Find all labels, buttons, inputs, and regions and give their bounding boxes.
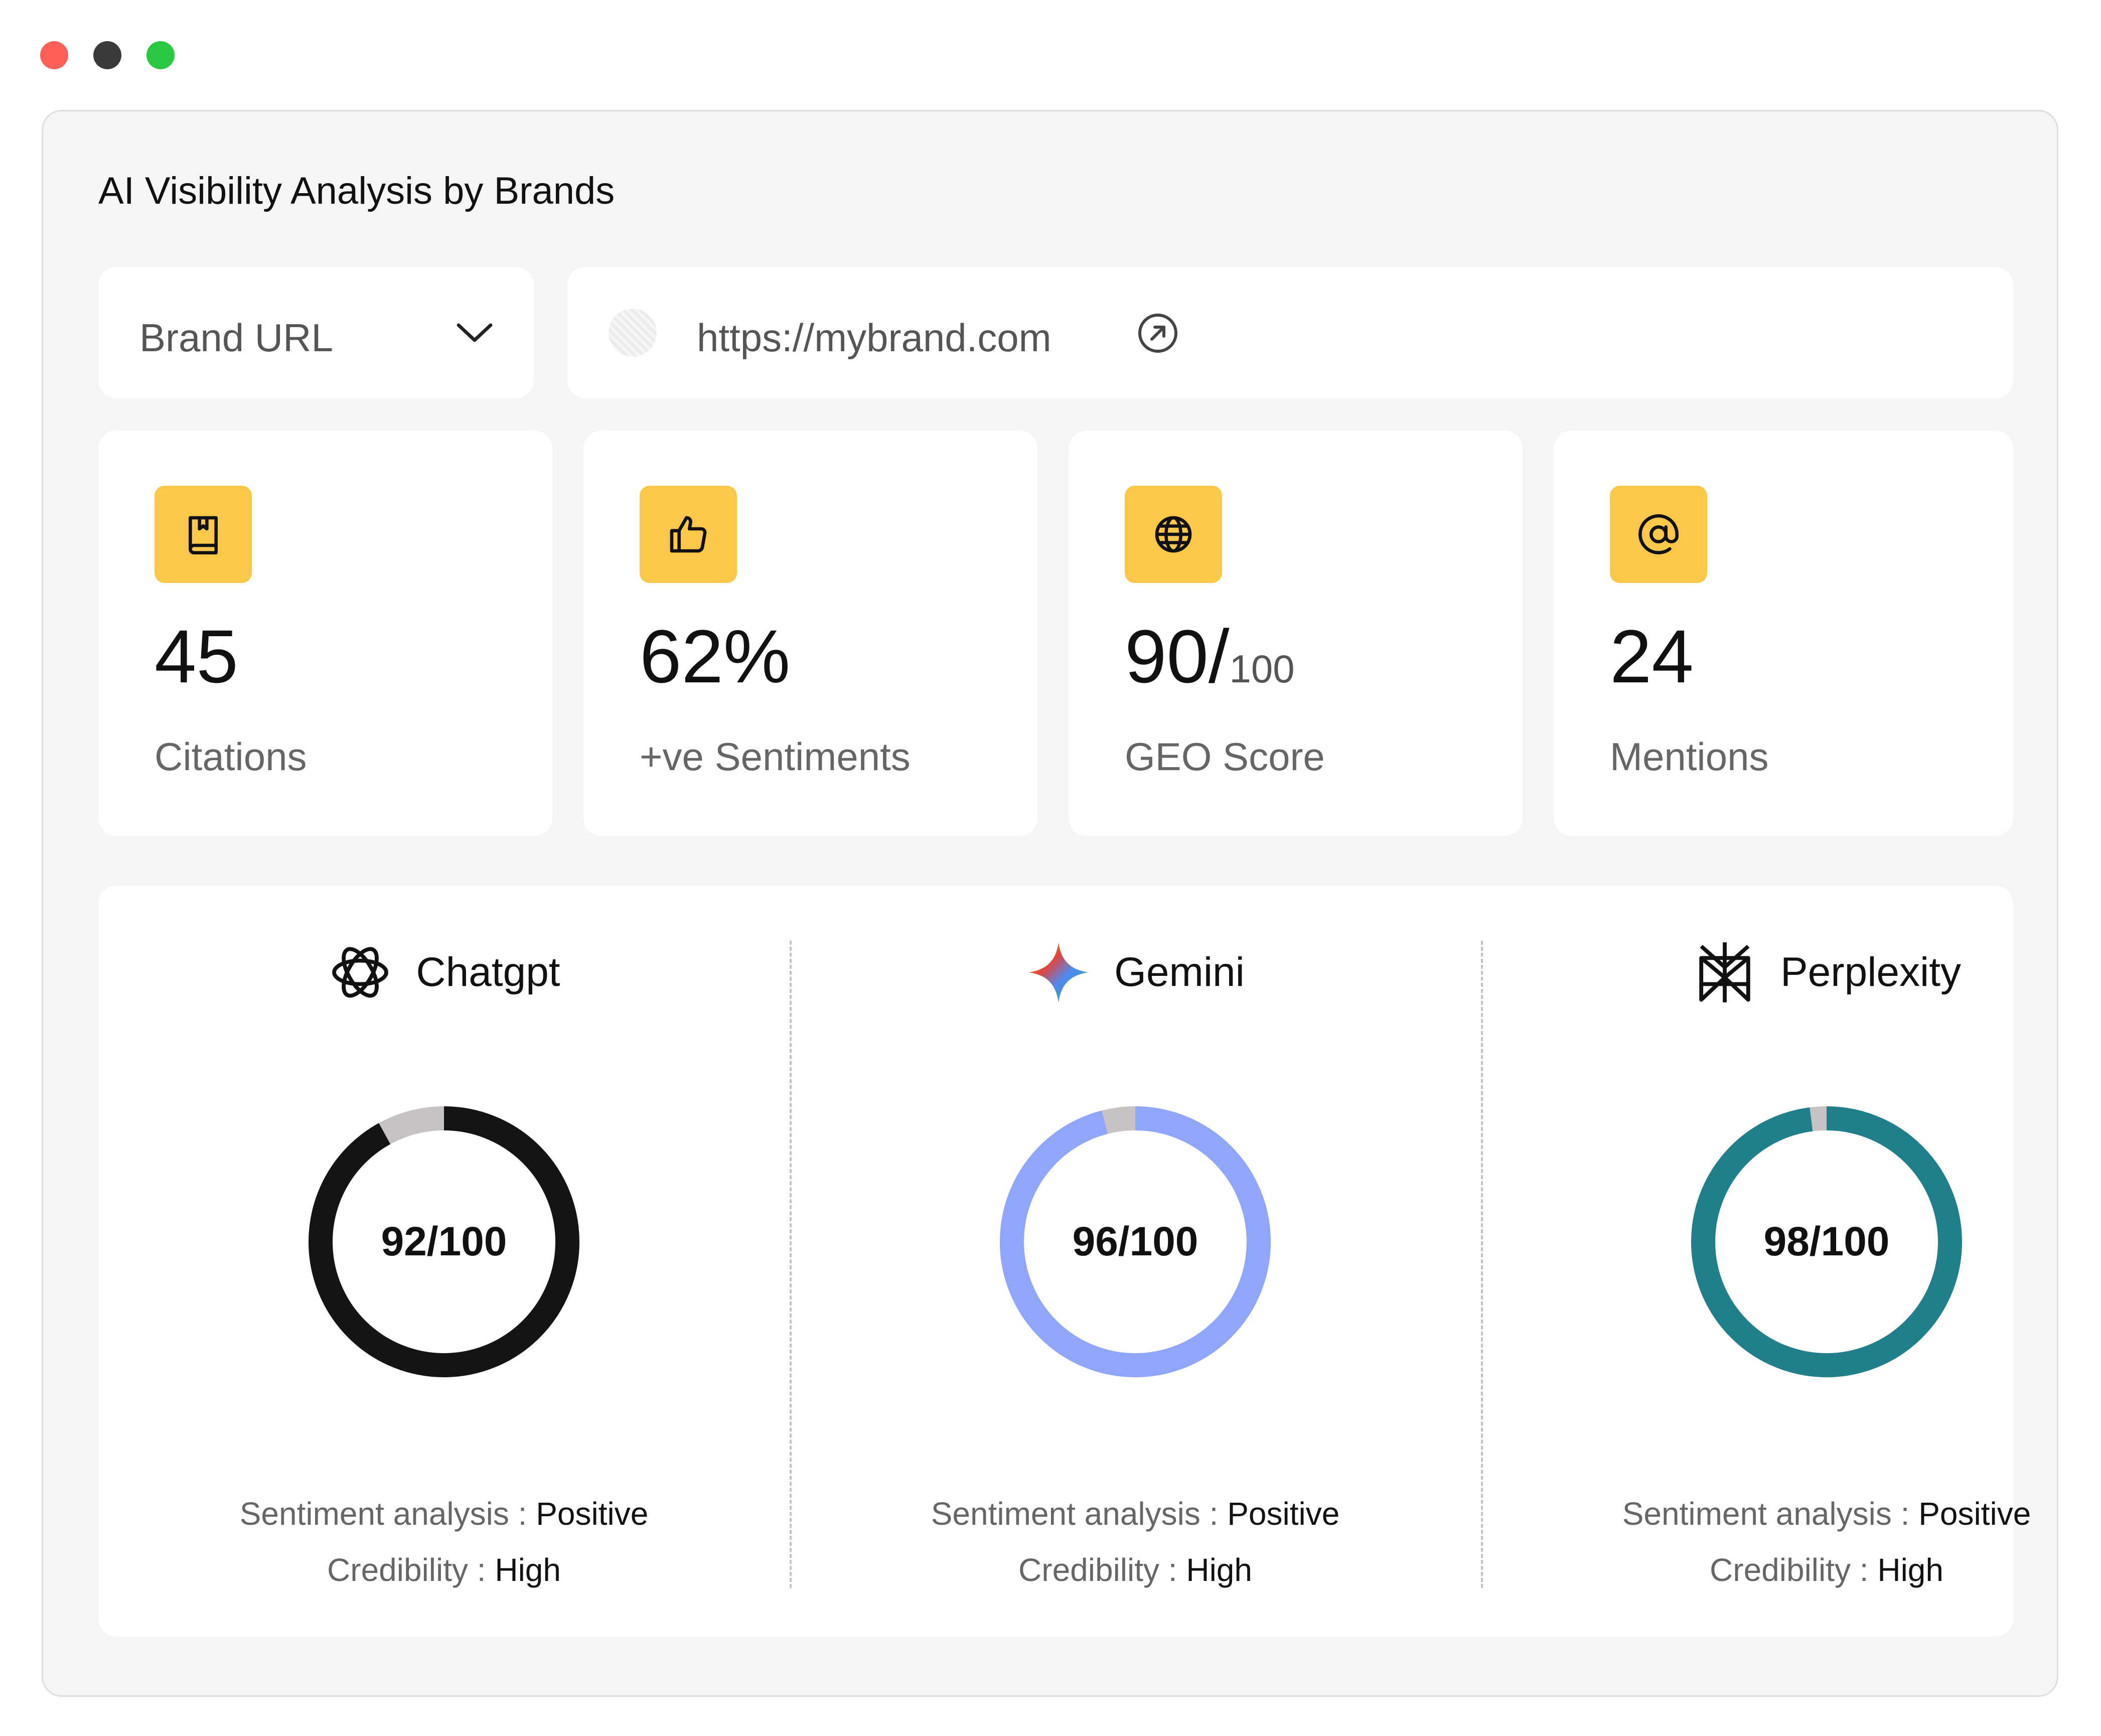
at-sign-icon [1638, 514, 1679, 554]
brand-url-value: https://mybrand.com [697, 316, 1052, 360]
stat-card-mentions: 24 Mentions [1554, 430, 2013, 836]
chatgpt-logo-icon [332, 947, 389, 998]
stat-caption: Citations [155, 735, 307, 779]
model-column-perplexity: Perplexity 98/100 Sentiment analysis : P… [1481, 886, 2031, 1637]
model-header: Gemini [790, 940, 1481, 1005]
book-icon-tile [155, 486, 252, 583]
sentiment-analysis: Sentiment analysis : Positive [239, 1496, 649, 1532]
sentiment-analysis: Sentiment analysis : Positive [931, 1496, 1340, 1532]
stat-value: 90/100 [1125, 614, 1295, 698]
globe-icon [1155, 516, 1192, 553]
window-controls [40, 41, 175, 69]
model-column-gemini: Gemini 96/100 Sentiment analysis : Posit… [790, 886, 1481, 1637]
favicon-placeholder-icon [609, 309, 657, 357]
brand-url-dropdown[interactable]: Brand URL [98, 267, 534, 398]
score-value: 92/100 [381, 1219, 507, 1264]
stat-value: 45 [155, 614, 238, 698]
page-title: AI Visibility Analysis by Brands [98, 170, 615, 212]
stat-card-citations: 45 Citations [98, 430, 552, 836]
credibility: Credibility : High [327, 1552, 561, 1588]
score-donut [1000, 1106, 1271, 1377]
model-name: Chatgpt [416, 949, 560, 995]
sentiment-analysis: Sentiment analysis : Positive [1622, 1496, 2031, 1532]
stat-card-sentiments: 62% +ve Sentiments [583, 430, 1037, 836]
column-divider [790, 941, 792, 1588]
gemini-logo-icon [1028, 942, 1089, 1002]
score-value: 98/100 [1763, 1219, 1890, 1264]
brand-url-dropdown-label: Brand URL [139, 316, 333, 360]
analysis-panel: AI Visibility Analysis by Brands Brand U… [42, 110, 2058, 1697]
stat-caption: +ve Sentiments [640, 735, 911, 779]
model-column-chatgpt: Chatgpt 92/100 Sentiment analysis : Posi… [98, 886, 790, 1637]
ai-models-card: Chatgpt 92/100 Sentiment analysis : Posi… [98, 886, 2031, 1637]
model-header: Perplexity [1481, 940, 2101, 1005]
donut-score-arc [1000, 1106, 1271, 1377]
model-name: Gemini [1114, 949, 1245, 995]
stat-card-geo-score: 90/100 GEO Score [1069, 430, 1523, 836]
globe-icon-tile [1125, 486, 1222, 583]
score-value: 96/100 [1072, 1219, 1198, 1264]
at-sign-icon-tile [1610, 486, 1707, 583]
score-donut [309, 1106, 579, 1377]
score-donut [1691, 1106, 1962, 1377]
window-close-button[interactable] [40, 41, 68, 69]
stat-value: 62% [640, 614, 791, 698]
window-maximize-button[interactable] [146, 41, 175, 69]
external-link-icon[interactable] [1137, 312, 1179, 354]
credibility: Credibility : High [1018, 1552, 1252, 1588]
perplexity-logo-icon [1699, 942, 1750, 1002]
donut-score-arc [1691, 1106, 1962, 1377]
stat-caption: Mentions [1610, 735, 1769, 779]
stat-value-suffix: 100 [1229, 647, 1295, 691]
stat-caption: GEO Score [1125, 735, 1325, 779]
window-minimize-button[interactable] [93, 41, 121, 69]
book-icon [189, 516, 218, 554]
brand-url-field[interactable]: https://mybrand.com [567, 267, 2013, 398]
column-divider [1481, 941, 1483, 1588]
model-name: Perplexity [1780, 949, 1962, 995]
chevron-down-icon [457, 323, 493, 342]
donut-score-arc [309, 1106, 579, 1377]
thumbs-up-icon [670, 516, 707, 553]
thumbs-up-icon-tile [640, 486, 737, 583]
credibility: Credibility : High [1710, 1552, 1943, 1588]
stat-value: 24 [1610, 614, 1694, 698]
model-header: Chatgpt [98, 940, 790, 1005]
